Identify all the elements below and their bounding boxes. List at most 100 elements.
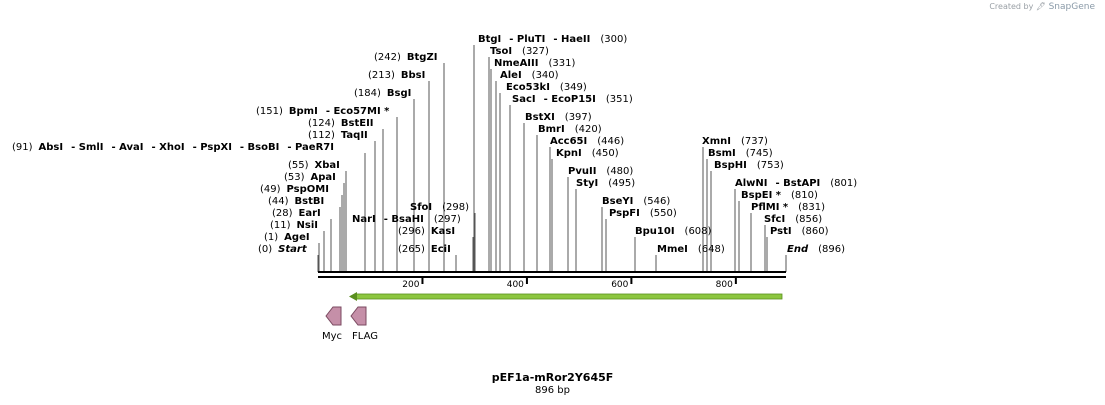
- snapgene-logo-icon: 🖋: [1035, 2, 1047, 11]
- site-label-28[interactable]: KpnI (450): [556, 148, 619, 159]
- site-label-27[interactable]: Acc65I (446): [550, 136, 624, 147]
- site-position: (608): [685, 226, 712, 237]
- site-label-20[interactable]: TsoI (327): [490, 46, 549, 57]
- enzyme-name: - SmlI: [71, 142, 103, 153]
- site-label-21[interactable]: NmeAIII (331): [494, 58, 575, 69]
- enzyme-name: AgeI: [284, 232, 309, 243]
- site-label-31[interactable]: BseYI (546): [602, 196, 670, 207]
- feature-flag[interactable]: FLAG: [350, 306, 378, 342]
- site-label-18[interactable]: SfoI (298): [410, 202, 469, 213]
- enzyme-name: - PaeR7I: [287, 142, 334, 153]
- site-label-36[interactable]: BsmI (745): [708, 148, 773, 159]
- site-position: (340): [532, 70, 559, 81]
- enzyme-name: End: [787, 244, 809, 255]
- site-position: (495): [608, 178, 635, 189]
- map-length: 896 bp: [535, 385, 570, 396]
- site-position: (745): [746, 148, 773, 159]
- site-label-3[interactable]: (28) EarI: [272, 208, 321, 219]
- site-label-34[interactable]: MmeI (648): [657, 244, 725, 255]
- feature-myc[interactable]: Myc: [322, 306, 342, 342]
- site-label-39[interactable]: BspEI * (810): [741, 190, 818, 201]
- orf-arrow[interactable]: [349, 292, 783, 301]
- site-position: (856): [795, 214, 822, 225]
- site-label-13[interactable]: (213) BbsI: [368, 70, 425, 81]
- enzyme-name: AlwNI: [735, 178, 768, 189]
- site-label-30[interactable]: StyI (495): [576, 178, 635, 189]
- site-label-9[interactable]: (112) TaqII: [308, 130, 368, 141]
- ruler-label-800: 800: [716, 280, 733, 290]
- site-label-25[interactable]: BstXI (397): [525, 112, 592, 123]
- site-label-17[interactable]: NarI - BsaHI (297): [352, 214, 461, 225]
- site-label-32[interactable]: PspFI (550): [609, 208, 677, 219]
- site-label-33[interactable]: Bpu10I (608): [635, 226, 712, 237]
- enzyme-name: AbsI: [39, 142, 64, 153]
- site-label-37[interactable]: BspHI (753): [714, 160, 784, 171]
- ruler: 200 400 600 800: [402, 278, 737, 290]
- site-position: (112): [308, 130, 335, 141]
- enzyme-name: TsoI: [490, 46, 512, 57]
- site-label-16[interactable]: (296) KasI: [398, 226, 455, 237]
- site-label-0[interactable]: (0) Start: [258, 244, 308, 255]
- site-label-24[interactable]: SacI - EcoP15I (351): [512, 94, 633, 105]
- enzyme-name: BsgI: [387, 88, 411, 99]
- site-position: (446): [597, 136, 624, 147]
- site-label-22[interactable]: AleI (340): [500, 70, 559, 81]
- site-label-8[interactable]: (91) AbsI - SmlI - AvaI - XhoI - PspXI - BsoBI…: [12, 142, 334, 153]
- site-label-5[interactable]: (49) PspOMI: [260, 184, 329, 195]
- site-position: (44): [268, 196, 289, 207]
- site-label-1[interactable]: (1) AgeI: [264, 232, 310, 243]
- enzyme-name: PflMI *: [751, 202, 789, 213]
- site-label-11[interactable]: (151) BpmI - Eco57MI *: [256, 106, 390, 117]
- site-label-7[interactable]: (55) XbaI: [288, 160, 340, 171]
- enzyme-name: KpnI: [556, 148, 582, 159]
- enzyme-name: SfcI: [764, 214, 785, 225]
- feature-arrow-icon: [350, 306, 367, 326]
- enzyme-name: - PspXI: [193, 142, 232, 153]
- enzyme-name: BbsI: [401, 70, 425, 81]
- site-label-29[interactable]: PvuII (480): [568, 166, 633, 177]
- site-position: (265): [398, 244, 425, 255]
- site-label-19[interactable]: BtgI - PluTI - HaeII (300): [478, 34, 627, 45]
- site-label-10[interactable]: (124) BstEII: [308, 118, 374, 129]
- enzyme-name: NmeAIII: [494, 58, 538, 69]
- site-label-26[interactable]: BmrI (420): [538, 124, 602, 135]
- site-position: (896): [818, 244, 845, 255]
- enzyme-name: KasI: [431, 226, 455, 237]
- enzyme-name: TaqII: [341, 130, 368, 141]
- site-label-35[interactable]: XmnI (737): [702, 136, 768, 147]
- features[interactable]: Myc FLAG: [322, 306, 378, 342]
- site-label-2[interactable]: (11) NsiI: [270, 220, 318, 231]
- site-position: (151): [256, 106, 283, 117]
- site-position: (213): [368, 70, 395, 81]
- enzyme-name: PstI: [770, 226, 792, 237]
- site-position: (0): [258, 244, 272, 255]
- site-position: (11): [270, 220, 291, 231]
- site-label-40[interactable]: PflMI * (831): [751, 202, 825, 213]
- site-label-12[interactable]: (184) BsgI: [354, 88, 411, 99]
- site-label-15[interactable]: (265) EciI: [398, 244, 451, 255]
- map-title: pEF1a-mRor2Y645F: [491, 371, 614, 384]
- feature-label: Myc: [322, 331, 342, 342]
- site-label-38[interactable]: AlwNI - BstAPI (801): [735, 178, 857, 189]
- site-label-4[interactable]: (44) BstBI: [268, 196, 324, 207]
- site-position: (648): [698, 244, 725, 255]
- site-label-43[interactable]: End (896): [787, 244, 845, 255]
- feature-arrow-icon: [325, 306, 342, 326]
- enzyme-name: BspHI: [714, 160, 747, 171]
- enzyme-name: PspOMI: [287, 184, 329, 195]
- site-position: (242): [374, 52, 401, 63]
- enzyme-name: - Eco57MI *: [326, 106, 390, 117]
- enzyme-name: BspEI *: [741, 190, 782, 201]
- enzyme-name: Eco53kI: [506, 82, 550, 93]
- enzyme-name: Acc65I: [550, 136, 587, 147]
- enzyme-name: BsmI: [708, 148, 736, 159]
- site-leader-lines: [317, 45, 787, 272]
- site-label-6[interactable]: (53) ApaI: [284, 172, 336, 183]
- site-label-42[interactable]: PstI (860): [770, 226, 829, 237]
- enzyme-name: SacI: [512, 94, 536, 105]
- enzyme-name: - XhoI: [152, 142, 185, 153]
- site-label-23[interactable]: Eco53kI (349): [506, 82, 587, 93]
- site-label-14[interactable]: (242) BtgZI: [374, 52, 437, 63]
- site-label-41[interactable]: SfcI (856): [764, 214, 822, 225]
- enzyme-name: PvuII: [568, 166, 596, 177]
